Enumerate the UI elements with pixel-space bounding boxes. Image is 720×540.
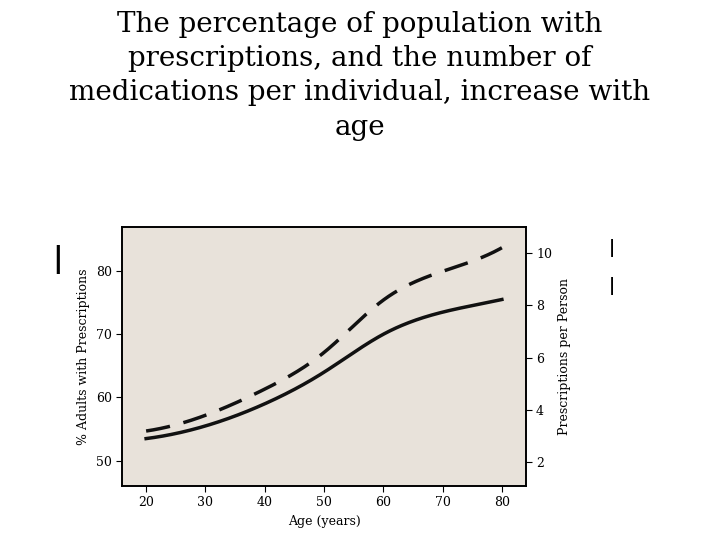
Text: |: |: [607, 277, 617, 295]
X-axis label: Age (years): Age (years): [287, 515, 361, 528]
Y-axis label: Prescriptions per Person: Prescriptions per Person: [557, 278, 570, 435]
Text: The percentage of population with
prescriptions, and the number of
medications p: The percentage of population with prescr…: [69, 11, 651, 141]
Y-axis label: % Adults with Prescriptions: % Adults with Prescriptions: [78, 268, 91, 444]
Text: |: |: [49, 245, 66, 274]
Text: |: |: [607, 239, 617, 258]
